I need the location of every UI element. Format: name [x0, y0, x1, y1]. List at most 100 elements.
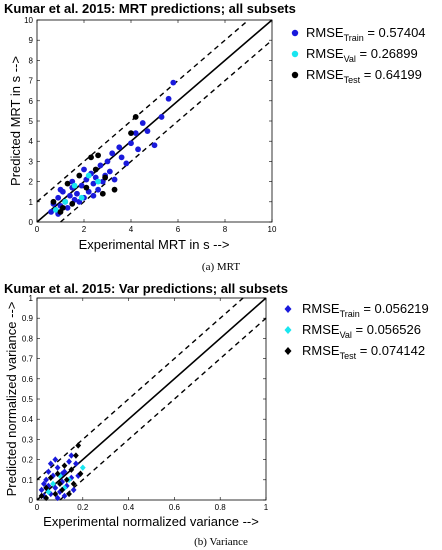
y-tick-label: 0 [29, 496, 34, 505]
y-tick-label: 0.1 [22, 476, 34, 485]
identity-line [36, 297, 267, 501]
data-point-train [123, 160, 130, 167]
legend-entry-val: RMSEVal = 0.056526 [284, 322, 421, 340]
data-point-test [69, 200, 76, 207]
legend-label-train: RMSETrain = 0.056219 [302, 301, 429, 319]
data-point-train [54, 494, 61, 502]
legend-marker-val [291, 50, 299, 58]
data-point-train [68, 452, 75, 459]
x-axis-label-mrt: Experimental MRT in s --> [79, 237, 230, 252]
data-point-test [75, 442, 82, 449]
data-point-test [54, 470, 61, 477]
legend-marker-test [291, 71, 299, 79]
data-point-train [128, 140, 134, 147]
data-point-val [79, 464, 86, 471]
legend-label-val: RMSEVal = 0.26899 [306, 46, 418, 64]
legend-marker-test [284, 347, 292, 355]
data-point-train [52, 484, 59, 492]
data-point-train [90, 192, 97, 199]
y-tick-label: 6 [29, 97, 34, 106]
data-point-train [64, 204, 71, 211]
y-tick-label: 9 [29, 36, 34, 45]
data-point-train [61, 492, 68, 500]
x-tick-label: 4 [129, 225, 134, 234]
data-point-train [116, 144, 123, 151]
data-point-train [40, 480, 47, 488]
chart-title-variance: Kumar et al. 2015: Var predictions; all … [4, 281, 288, 296]
y-tick-label: 5 [29, 117, 34, 126]
legend-entry-test: RMSETest = 0.074142 [284, 343, 425, 361]
data-point-train [90, 180, 97, 187]
y-tick-label: 4 [29, 137, 34, 146]
scatter-points-variance [38, 442, 86, 502]
data-point-train [67, 192, 73, 199]
data-point-val [78, 194, 85, 201]
data-point-train [95, 186, 101, 193]
data-point-test [88, 154, 94, 161]
y-tick-label: 1 [29, 294, 34, 303]
data-point-train [139, 120, 146, 126]
panel-mrt: Kumar et al. 2015: MRT predictions; all … [4, 1, 426, 273]
data-point-train [111, 176, 118, 183]
data-point-val [52, 206, 59, 213]
data-point-train [55, 194, 62, 201]
lower-bound-line [59, 317, 267, 501]
x-axis-label-variance: Experimental normalized variance --> [43, 514, 259, 529]
data-point-train [135, 146, 141, 153]
caption-variance: (b) Variance [194, 536, 248, 548]
data-point-train [47, 490, 54, 498]
legend-label-test: RMSETest = 0.074142 [302, 343, 425, 361]
legend-entry-val: RMSEVal = 0.26899 [291, 46, 418, 64]
data-point-train [78, 182, 85, 189]
y-axis-label-variance: Predicted normalized variance --> [4, 302, 19, 497]
y-tick-label: 2 [29, 178, 34, 187]
legend-label-test: RMSETest = 0.64199 [306, 67, 422, 85]
data-point-train [43, 476, 50, 483]
legend-label-train: RMSETrain = 0.57404 [306, 25, 426, 43]
caption-mrt: (a) MRT [202, 261, 240, 273]
data-point-test [92, 166, 99, 173]
data-point-train [106, 168, 113, 175]
data-point-train [109, 150, 116, 157]
data-point-val [45, 488, 52, 496]
x-tick-label: 1 [264, 503, 269, 512]
data-point-val [62, 198, 69, 205]
x-tick-label: 10 [268, 225, 277, 234]
data-point-test [73, 452, 79, 459]
y-tick-label: 7 [29, 77, 34, 86]
legend-variance: RMSETrain = 0.056219 RMSEVal = 0.056526 … [284, 301, 429, 361]
legend-label-val: RMSEVal = 0.056526 [302, 322, 421, 340]
data-point-test [111, 186, 118, 193]
data-point-test [76, 172, 83, 179]
legend-marker-train [284, 305, 292, 313]
data-point-train [170, 79, 177, 86]
data-point-test [128, 130, 134, 137]
data-point-val [57, 472, 63, 479]
data-point-test [52, 490, 59, 498]
data-point-train [144, 128, 151, 135]
y-tick-label: 0.7 [22, 355, 34, 364]
x-tick-label: 0.8 [215, 503, 227, 512]
data-point-train [81, 166, 87, 173]
data-point-test [59, 486, 66, 494]
data-point-test [61, 462, 68, 469]
y-axis-label-mrt: Predicted MRT in s --> [8, 56, 23, 186]
data-point-val [71, 182, 78, 189]
data-point-train [45, 468, 52, 475]
y-tick-label: 0.9 [22, 314, 34, 323]
data-point-test [99, 190, 106, 197]
x-tick-label: 2 [82, 225, 87, 234]
reference-lines-mrt [36, 19, 273, 223]
panel-variance: Kumar et al. 2015: Var predictions; all … [4, 281, 429, 548]
data-point-val [50, 480, 56, 488]
data-point-train [118, 154, 125, 161]
data-point-train [158, 114, 165, 120]
legend-entry-train: RMSETrain = 0.57404 [291, 25, 426, 43]
scatter-points-mrt [48, 79, 177, 217]
data-point-train [57, 186, 64, 193]
data-point-train [54, 464, 61, 471]
data-point-test [47, 474, 54, 481]
x-tick-label: 0.6 [169, 503, 181, 512]
data-point-train [104, 158, 111, 165]
